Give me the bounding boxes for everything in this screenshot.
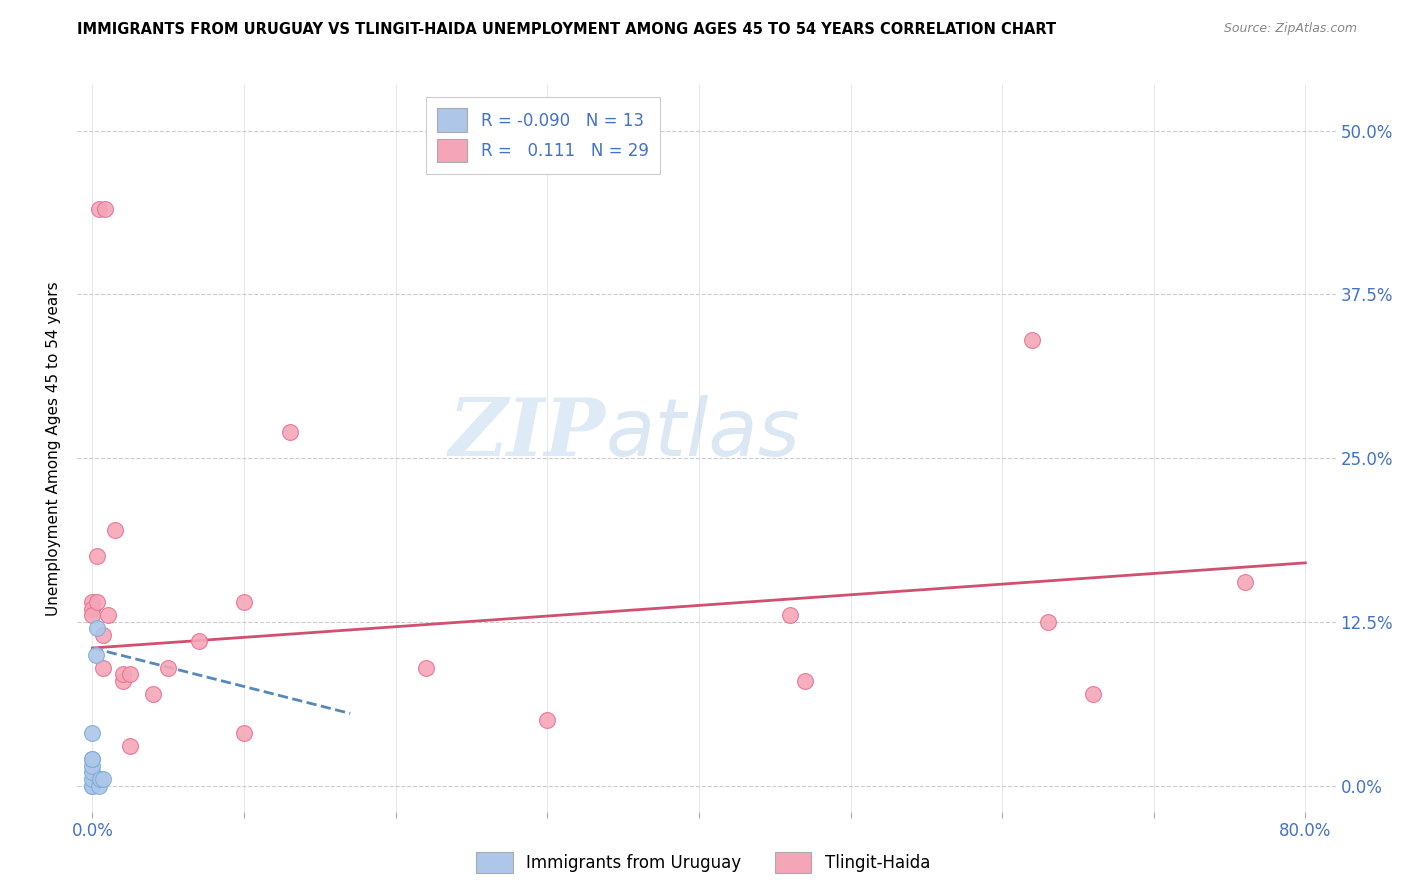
Point [82,595,104,609]
Point [82,772,104,786]
Point [86,595,108,609]
Text: IMMIGRANTS FROM URUGUAY VS TLINGIT-HAIDA UNEMPLOYMENT AMONG AGES 45 TO 54 YEARS : IMMIGRANTS FROM URUGUAY VS TLINGIT-HAIDA… [77,22,1056,37]
Point [111,673,134,688]
Point [82,726,104,740]
Point [1036,615,1059,629]
Point [536,713,558,727]
Point [91,660,114,674]
Point [415,660,437,674]
Point [1081,687,1104,701]
Point [91,628,114,642]
Point [120,739,142,754]
Point [187,634,209,648]
Point [93,202,115,217]
Point [779,608,801,623]
Point [111,667,134,681]
Point [157,660,180,674]
Point [104,523,127,537]
Point [87,779,110,793]
Point [91,772,114,786]
Point [142,687,165,701]
Point [82,779,104,793]
Point [82,759,104,773]
Point [82,601,104,615]
Y-axis label: Unemployment Among Ages 45 to 54 years: Unemployment Among Ages 45 to 54 years [46,281,62,615]
Point [86,549,108,564]
Point [794,673,817,688]
Point [1021,333,1043,347]
Point [89,772,111,786]
Point [84,648,107,662]
Text: ZIP: ZIP [449,395,606,473]
Point [233,726,256,740]
Point [97,608,120,623]
Point [82,779,104,793]
Point [87,202,110,217]
Legend: R = -0.090   N = 13, R =   0.111   N = 29: R = -0.090 N = 13, R = 0.111 N = 29 [426,96,661,174]
Point [86,621,108,635]
Point [82,608,104,623]
Text: Source: ZipAtlas.com: Source: ZipAtlas.com [1223,22,1357,36]
Point [82,752,104,766]
Point [82,765,104,780]
Point [233,595,256,609]
Legend: Immigrants from Uruguay, Tlingit-Haida: Immigrants from Uruguay, Tlingit-Haida [470,846,936,880]
Point [278,425,301,439]
Point [82,752,104,766]
Text: atlas: atlas [606,394,800,473]
Point [120,667,142,681]
Point [1233,575,1256,590]
